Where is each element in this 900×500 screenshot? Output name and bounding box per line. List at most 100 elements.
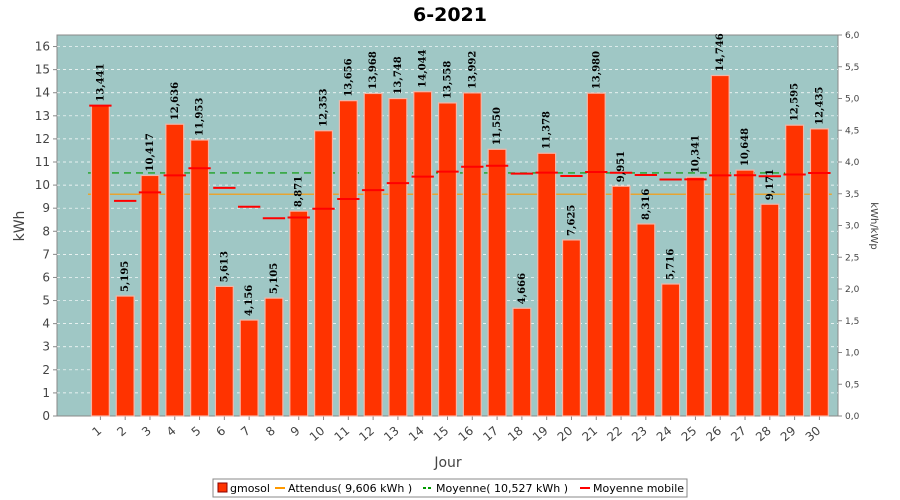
data-label: 13,968 bbox=[368, 51, 379, 89]
legend-swatch bbox=[217, 482, 228, 493]
data-label: 5,105 bbox=[269, 263, 280, 294]
data-label: 13,980 bbox=[591, 51, 602, 89]
y-tick-label: 10 bbox=[35, 178, 50, 192]
y-tick-label: 2 bbox=[42, 363, 50, 377]
legend-label: Attendus( 9,606 kWh ) bbox=[288, 482, 412, 495]
x-tick-label: 1 bbox=[89, 424, 104, 440]
y-tick-label: 7 bbox=[42, 247, 50, 261]
chart-title: 6-2021 bbox=[413, 4, 487, 26]
y-tick-label: 16 bbox=[35, 40, 50, 54]
data-label: 12,353 bbox=[319, 88, 330, 126]
x-tick-label: 7 bbox=[238, 424, 253, 440]
bar bbox=[636, 223, 656, 417]
bar bbox=[710, 74, 730, 417]
data-label: 10,648 bbox=[740, 128, 751, 166]
bar bbox=[413, 91, 433, 417]
y2-tick-label: 2,0 bbox=[845, 285, 860, 295]
data-label: 7,625 bbox=[566, 205, 577, 236]
data-label: 5,716 bbox=[666, 249, 677, 280]
y-tick-label: 4 bbox=[42, 317, 50, 331]
x-tick-label: 21 bbox=[579, 424, 600, 445]
data-label: 13,748 bbox=[393, 56, 404, 94]
y2-tick-label: 1,5 bbox=[845, 317, 859, 327]
y2-tick-label: 0,5 bbox=[845, 380, 859, 390]
x-tick-label: 12 bbox=[356, 424, 377, 445]
y2-tick-label: 6,0 bbox=[845, 31, 860, 41]
bar bbox=[239, 319, 259, 417]
data-label: 9,951 bbox=[616, 151, 627, 182]
bar bbox=[735, 169, 755, 417]
bars bbox=[90, 74, 829, 417]
bar bbox=[487, 148, 507, 417]
x-tick-label: 14 bbox=[406, 424, 427, 445]
bar bbox=[338, 100, 358, 417]
x-tick-label: 28 bbox=[753, 424, 774, 445]
bar bbox=[437, 102, 458, 417]
moving-average-marks bbox=[89, 104, 831, 220]
y-tick-label: 14 bbox=[35, 86, 50, 100]
x-tick-label: 23 bbox=[629, 424, 650, 445]
x-tick-label: 10 bbox=[307, 424, 328, 445]
data-label: 14,746 bbox=[715, 33, 726, 71]
bar bbox=[760, 203, 780, 417]
y2-tick-label: 0,0 bbox=[845, 412, 860, 422]
data-label: 5,613 bbox=[219, 251, 230, 282]
y-tick-label: 13 bbox=[35, 109, 50, 123]
bar bbox=[512, 307, 532, 417]
data-labels: 13,441 5,195 10,417 12,636 11,953 5,613 4,156 5… bbox=[95, 33, 825, 316]
data-label: 4,156 bbox=[244, 285, 255, 316]
x-tick-label: 15 bbox=[431, 424, 452, 445]
y2-axis-label: kWh/kWp bbox=[868, 202, 879, 249]
reference-lines bbox=[87, 172, 832, 195]
y-tick-label: 9 bbox=[42, 201, 50, 215]
data-label: 9,171 bbox=[765, 169, 776, 200]
data-label: 12,636 bbox=[170, 82, 181, 120]
x-tick-label: 25 bbox=[679, 424, 700, 445]
legend-label: gmosol bbox=[230, 482, 270, 495]
x-tick-label: 4 bbox=[164, 424, 179, 440]
x-tick-label: 2 bbox=[114, 424, 129, 440]
bar bbox=[115, 295, 135, 417]
y-axis-label: kWh bbox=[12, 211, 28, 242]
y-tick-label: 12 bbox=[35, 132, 50, 146]
bar bbox=[165, 123, 185, 417]
y-tick-label: 0 bbox=[42, 409, 50, 423]
data-label: 10,417 bbox=[145, 133, 156, 171]
data-label: 8,871 bbox=[294, 176, 305, 207]
y-tick-label: 11 bbox=[35, 155, 50, 169]
bar bbox=[785, 124, 805, 417]
x-tick-label: 18 bbox=[505, 424, 526, 445]
y2-tick-label: 3,0 bbox=[845, 222, 860, 232]
y2-tick-label: 5,0 bbox=[845, 95, 860, 105]
y-tick-label: 1 bbox=[42, 386, 50, 400]
y2-tick-label: 1,0 bbox=[845, 349, 860, 359]
x-tick-label: 30 bbox=[803, 424, 824, 445]
data-label: 11,550 bbox=[492, 107, 503, 145]
data-label: 10,341 bbox=[690, 135, 701, 173]
y2-tick-label: 4,5 bbox=[845, 126, 859, 136]
bar bbox=[314, 130, 334, 417]
bar bbox=[90, 105, 110, 417]
bar bbox=[561, 239, 581, 417]
data-label: 13,992 bbox=[467, 51, 478, 89]
x-tick-label: 22 bbox=[604, 424, 625, 445]
y-tick-label: 6 bbox=[42, 270, 50, 284]
data-label: 5,195 bbox=[120, 261, 131, 292]
y-tick-label: 5 bbox=[42, 294, 50, 308]
x-tick-label: 29 bbox=[778, 424, 799, 445]
y2-tick-label: 2,5 bbox=[845, 253, 859, 263]
x-tick-label: 19 bbox=[530, 424, 551, 445]
y2-tick-label: 4,0 bbox=[845, 158, 860, 168]
data-label: 8,316 bbox=[641, 189, 652, 220]
y-tick-label: 8 bbox=[42, 224, 50, 238]
bar bbox=[611, 185, 631, 417]
bar bbox=[289, 210, 309, 417]
bar bbox=[363, 92, 383, 417]
x-axis-label: Jour bbox=[433, 455, 462, 471]
y2-tick-label: 5,5 bbox=[845, 63, 859, 73]
x-tick-label: 6 bbox=[213, 424, 228, 440]
bar bbox=[140, 174, 160, 417]
bar bbox=[214, 285, 234, 417]
